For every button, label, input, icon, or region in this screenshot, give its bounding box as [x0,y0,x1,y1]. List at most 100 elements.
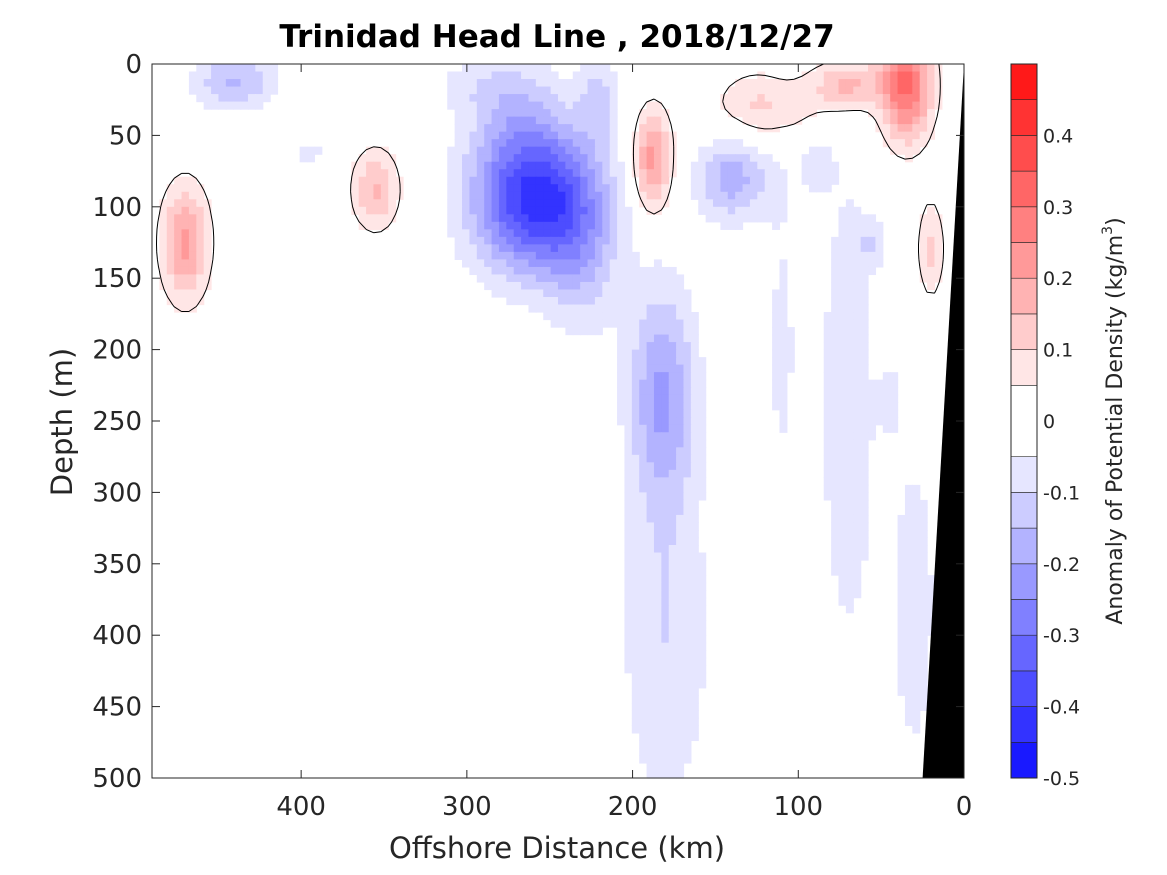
contour-cell [225,79,234,88]
colorbar-cell [1010,527,1038,565]
contour-cell [853,266,862,276]
contour-cell [631,304,640,313]
contour-cell [904,64,913,73]
contour-cell [196,184,205,193]
contour-cell [624,281,633,291]
contour-cell [646,612,655,621]
contour-cell [181,221,190,230]
contour-cell [188,176,197,185]
contour-cell [484,139,493,148]
contour-cell [565,296,574,306]
contour-cell [838,229,847,238]
contour-cell [676,657,685,666]
contour-cell [676,304,685,313]
contour-cell [668,747,677,757]
contour-cell [838,71,847,80]
contour-cell [904,605,913,614]
contour-cell [218,71,227,80]
contour-cell [823,319,832,328]
contour-cell [572,94,581,103]
contour-cell [639,454,648,463]
contour-cell [631,665,640,674]
contour-cell [498,191,507,200]
contour-cell [469,131,478,140]
contour-cell [683,590,692,599]
contour-cell [558,154,566,163]
contour-cell [676,529,685,539]
contour-cell [934,86,943,95]
contour-cell [764,206,773,215]
colorbar-cell [1010,135,1038,172]
contour-cell [594,304,603,313]
contour-cell [831,86,840,95]
contour-cell [845,71,854,80]
contour-cell [580,199,589,208]
contour-cell [639,590,648,599]
contour-cell [550,79,559,88]
contour-cell [676,281,685,291]
contour-cell [631,492,640,501]
contour-cell [602,94,611,103]
contour-cell [602,86,611,95]
colorbar-tick-label: -0.4 [1043,697,1080,719]
contour-cell [513,206,522,215]
contour-cell [661,620,670,629]
contour-cell [868,214,877,223]
contour-cell [572,244,581,253]
contour-cell [543,101,552,110]
contour-cell [521,154,530,163]
contour-cell [919,575,928,584]
x-tick-label: 0 [956,792,973,822]
contour-cell [166,281,175,291]
contour-cell [676,567,685,576]
contour-cell [831,71,840,80]
contour-cell [181,184,190,193]
contour-cell [602,139,611,148]
contour-cell [225,86,234,95]
contour-cell [159,274,168,283]
contour-cell [358,191,367,200]
contour-cell [860,499,869,509]
contour-cell [653,642,662,651]
contour-cell [661,379,670,388]
contour-cell [506,259,515,268]
contour-cell [668,334,677,343]
contour-cell [543,94,552,103]
contour-cell [454,214,463,223]
contour-cell [904,116,913,125]
contour-cell [166,214,175,223]
contour-cell [528,289,537,298]
contour-cell [816,101,825,110]
contour-cell [764,79,773,88]
contour-cell [388,161,397,170]
contour-cell [646,620,655,629]
contour-cell [535,169,544,178]
contour-cell [860,514,869,524]
contour-cell [506,184,515,193]
contour-cell [543,146,552,155]
contour-cell [668,484,677,493]
contour-cell [233,79,242,88]
contour-cell [831,545,840,554]
contour-cell [646,161,655,170]
contour-cell [823,447,832,456]
contour-cell [853,312,862,321]
contour-cell [565,146,574,155]
contour-cell [904,514,913,524]
contour-cell [602,71,611,80]
contour-cell [668,289,677,298]
contour-cell [513,64,522,73]
contour-cell [749,169,758,178]
contour-cell [166,229,175,238]
contour-cell [904,484,913,493]
contour-cell [639,560,648,569]
contour-cell [565,319,574,328]
contour-cell [646,176,655,185]
contour-cell [188,191,197,200]
contour-cell [484,116,493,125]
contour-cell [860,484,869,493]
contour-cell [454,161,463,170]
contour-cell [838,79,847,88]
contour-cell [380,206,389,215]
colorbar-tick-label: -0.2 [1043,554,1080,576]
